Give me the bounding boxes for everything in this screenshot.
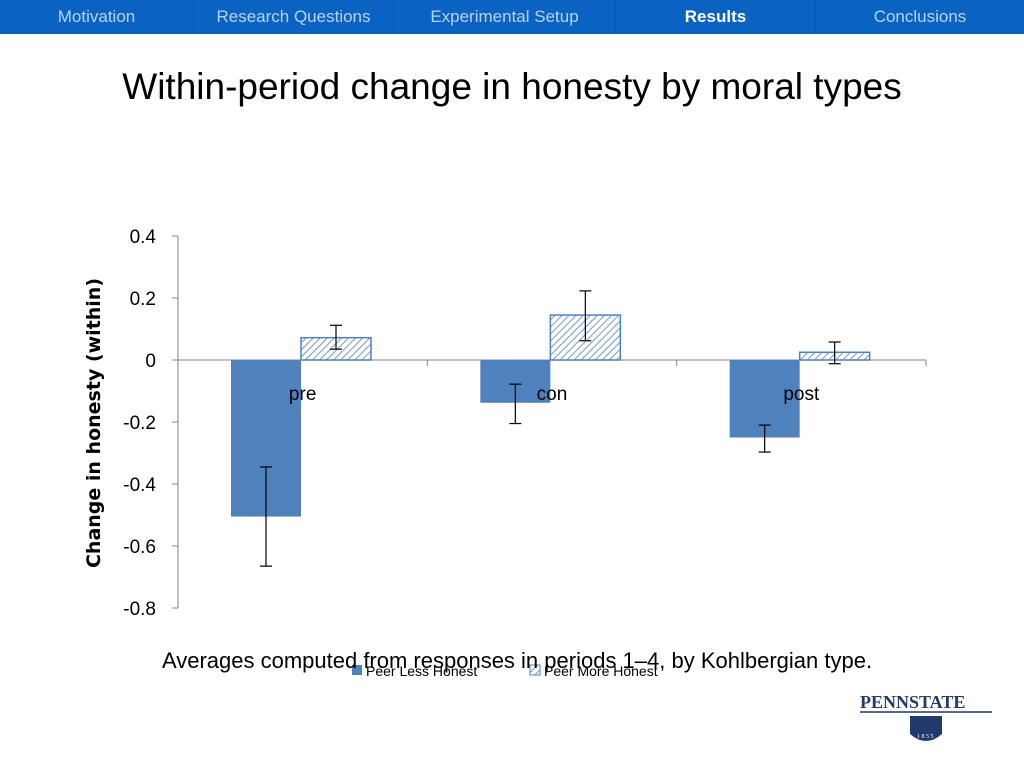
y-tick-label: 0 — [145, 351, 156, 372]
y-tick-label: -0.6 — [123, 537, 156, 558]
y-tick-label: -0.2 — [123, 413, 156, 434]
y-tick-label: -0.4 — [123, 475, 156, 496]
logo-text: PENNSTATE — [860, 692, 965, 712]
category-label-pre: pre — [289, 384, 316, 405]
nav-bar: Motivation Research Questions Experiment… — [0, 0, 1024, 34]
nav-item-conclusions[interactable]: Conclusions — [873, 7, 967, 26]
y-tick-label: -0.8 — [123, 599, 156, 620]
legend-label-peer-more-honest: Peer More Honest — [544, 663, 658, 679]
slide-caption: Averages computed from responses in peri… — [161, 648, 873, 673]
legend-swatch-peer-less-honest — [352, 665, 362, 675]
y-tick-label: 0.2 — [130, 289, 156, 310]
y-tick-label: 0.4 — [130, 227, 157, 248]
legend-swatch-peer-more-honest — [529, 664, 541, 676]
nav-item-research-questions[interactable]: Research Questions — [194, 0, 394, 34]
logo-shield — [910, 716, 942, 741]
nav-item-experimental-setup[interactable]: Experimental Setup — [394, 0, 616, 34]
legend-label-peer-less-honest: Peer Less Honest — [366, 663, 477, 679]
category-label-con: con — [537, 384, 568, 405]
logo-year: 1855 — [917, 734, 935, 740]
category-label-post: post — [783, 384, 820, 405]
y-axis-title: Change in honesty (within) — [83, 278, 105, 568]
pennstate-logo: PENNSTATE 1855 — [860, 692, 992, 741]
nav-item-motivation[interactable]: Motivation — [0, 0, 194, 34]
nav-item-results[interactable]: Results — [616, 0, 816, 34]
slide-title: Within-period change in honesty by moral… — [122, 66, 902, 107]
